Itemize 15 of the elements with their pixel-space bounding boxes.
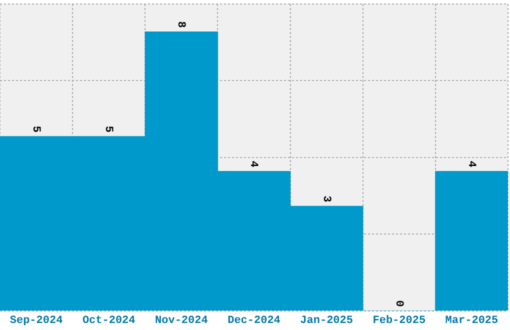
data-label: 4 <box>464 160 477 168</box>
data-label: 8 <box>174 21 187 28</box>
x-tick-label: Sep-2024 <box>10 315 64 328</box>
x-tick-label: Jan-2025 <box>300 315 354 328</box>
x-tick-label: Oct-2024 <box>82 315 136 328</box>
data-label: 5 <box>102 126 114 133</box>
data-label: 0 <box>392 300 404 307</box>
data-label: 5 <box>30 126 42 133</box>
x-tick-label: Feb-2025 <box>372 315 426 328</box>
bar <box>435 171 508 311</box>
x-tick-label: Nov-2024 <box>155 315 208 328</box>
x-tick-label: Mar-2025 <box>445 315 499 328</box>
data-label: 4 <box>247 160 260 168</box>
x-tick-label: Dec-2024 <box>228 315 281 328</box>
data-label: 3 <box>320 196 332 203</box>
